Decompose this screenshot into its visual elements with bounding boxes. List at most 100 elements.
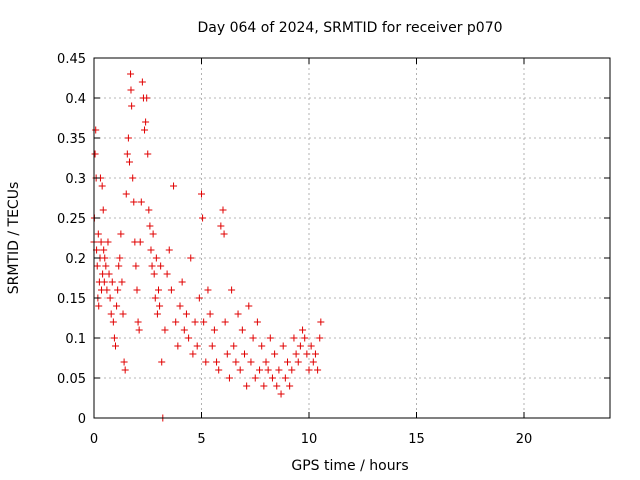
data-point bbox=[143, 94, 151, 102]
data-point bbox=[99, 206, 107, 214]
data-point bbox=[107, 310, 115, 318]
data-point bbox=[170, 182, 178, 190]
data-point bbox=[314, 366, 322, 374]
data-point bbox=[236, 366, 244, 374]
data-point bbox=[185, 334, 193, 342]
data-point bbox=[311, 350, 319, 358]
data-point bbox=[161, 326, 169, 334]
data-point bbox=[100, 278, 108, 286]
data-point bbox=[204, 286, 212, 294]
data-point bbox=[108, 278, 116, 286]
data-point bbox=[112, 342, 119, 350]
data-point bbox=[217, 222, 225, 230]
data-point bbox=[98, 182, 106, 190]
data-point bbox=[95, 302, 103, 310]
data-points bbox=[90, 70, 325, 422]
data-point bbox=[134, 318, 142, 326]
data-point bbox=[182, 310, 190, 318]
data-point bbox=[180, 326, 188, 334]
data-point bbox=[193, 342, 201, 350]
data-point bbox=[223, 350, 231, 358]
data-point bbox=[299, 326, 307, 334]
data-point bbox=[148, 262, 156, 270]
data-point bbox=[178, 278, 186, 286]
data-point bbox=[264, 366, 272, 374]
data-point bbox=[105, 270, 113, 278]
data-point bbox=[151, 294, 159, 302]
chart-title: Day 064 of 2024, SRMTID for receiver p07… bbox=[197, 20, 502, 36]
data-point bbox=[213, 358, 221, 366]
data-point bbox=[120, 358, 128, 366]
plot-frame bbox=[93, 57, 611, 419]
data-point bbox=[206, 310, 214, 318]
data-point bbox=[167, 286, 175, 294]
data-point bbox=[97, 238, 105, 246]
data-point bbox=[251, 374, 259, 382]
data-point bbox=[136, 238, 144, 246]
data-point bbox=[219, 206, 227, 214]
data-point bbox=[119, 310, 127, 318]
data-point bbox=[241, 350, 248, 358]
data-point bbox=[92, 126, 100, 134]
data-point bbox=[152, 254, 160, 262]
data-point bbox=[122, 190, 130, 198]
data-point bbox=[258, 342, 266, 350]
data-point bbox=[230, 342, 238, 350]
data-point bbox=[273, 382, 281, 390]
y-tick-label: 0.2 bbox=[65, 252, 86, 267]
x-tick-label: 10 bbox=[301, 432, 318, 447]
data-point bbox=[153, 310, 161, 318]
data-point bbox=[232, 358, 240, 366]
data-point bbox=[133, 286, 141, 294]
data-point bbox=[309, 358, 317, 366]
x-tick-label: 20 bbox=[516, 432, 533, 447]
data-point bbox=[104, 238, 112, 246]
data-point bbox=[284, 358, 291, 366]
data-point bbox=[146, 222, 154, 230]
data-point bbox=[234, 310, 242, 318]
data-point bbox=[147, 246, 155, 254]
y-axis-label: SRMTID / TECUs bbox=[6, 182, 22, 295]
data-point bbox=[268, 374, 276, 382]
x-tick-label: 5 bbox=[197, 432, 205, 447]
data-point bbox=[220, 230, 228, 238]
data-point bbox=[187, 254, 195, 262]
data-point bbox=[117, 230, 125, 238]
data-point bbox=[113, 302, 121, 310]
grid bbox=[94, 58, 610, 418]
data-point bbox=[172, 318, 180, 326]
data-point bbox=[149, 230, 157, 238]
data-point bbox=[109, 318, 117, 326]
data-point bbox=[135, 326, 143, 334]
data-point bbox=[114, 286, 122, 294]
data-point bbox=[266, 334, 274, 342]
data-point bbox=[103, 286, 111, 294]
data-point bbox=[142, 118, 150, 126]
data-point bbox=[221, 318, 229, 326]
data-point bbox=[290, 334, 298, 342]
y-tick-label: 0.45 bbox=[57, 52, 86, 67]
data-point bbox=[305, 366, 313, 374]
data-point bbox=[100, 246, 108, 254]
data-point bbox=[101, 254, 109, 262]
data-point bbox=[116, 254, 124, 262]
data-point bbox=[279, 342, 287, 350]
data-point bbox=[245, 302, 253, 310]
y-tick-label: 0.15 bbox=[57, 292, 86, 307]
data-point bbox=[99, 270, 107, 278]
data-point bbox=[288, 366, 296, 374]
data-point bbox=[281, 374, 289, 382]
data-point bbox=[155, 286, 162, 294]
data-point bbox=[158, 358, 166, 366]
data-point bbox=[303, 350, 311, 358]
data-point bbox=[202, 358, 210, 366]
y-tick-label: 0.3 bbox=[65, 172, 86, 187]
data-point bbox=[132, 262, 140, 270]
data-point bbox=[228, 286, 236, 294]
data-point bbox=[316, 334, 324, 342]
data-point bbox=[253, 318, 261, 326]
y-tick-label: 0.35 bbox=[57, 132, 86, 147]
data-point bbox=[157, 262, 165, 270]
data-point bbox=[189, 350, 197, 358]
